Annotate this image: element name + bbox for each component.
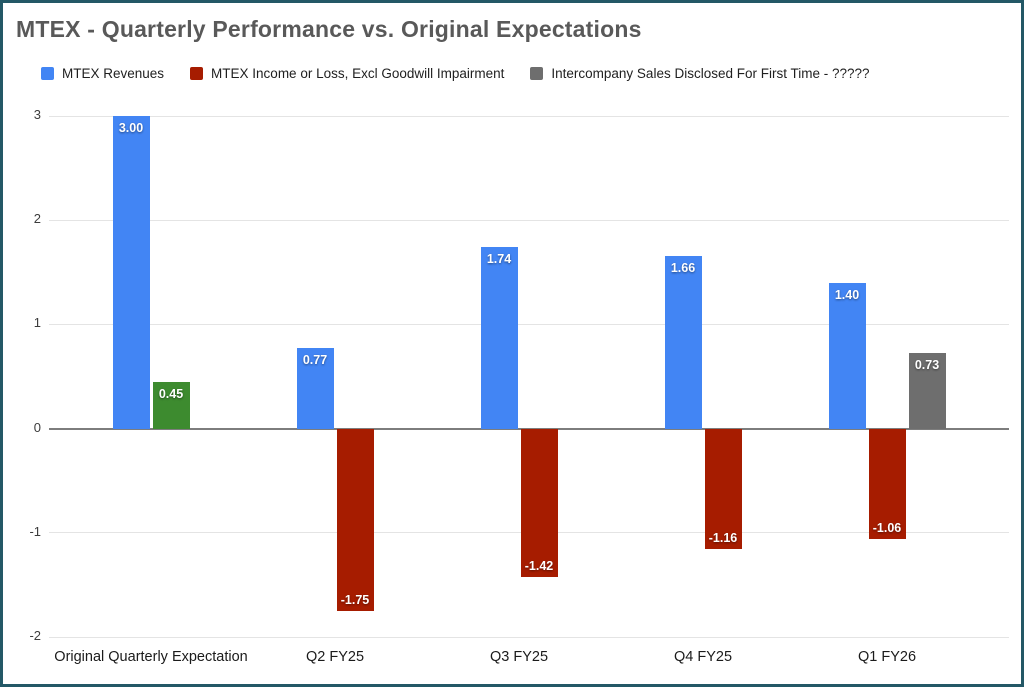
y-axis-tick-label: -1 (29, 523, 41, 539)
x-axis-category-label: Original Quarterly Expectation (54, 649, 248, 665)
plot-area: 3 2 1 0 -1 -2 3.00 0.45 Original Quarterly Expec… (3, 3, 1021, 684)
bar: -1.42 (520, 428, 558, 577)
bar-value-label: -1.75 (340, 592, 370, 607)
bar: 0.45 (152, 381, 190, 429)
y-axis-tick-label: 1 (33, 315, 41, 331)
bar: -1.75 (336, 428, 374, 611)
chart-title: MTEX - Quarterly Performance vs. Origina… (16, 16, 642, 42)
y-axis-tick-label: 3 (33, 107, 41, 122)
bar-value-label: 0.73 (914, 357, 940, 372)
legend-item: MTEX Income or Loss, Excl Goodwill Impai… (190, 66, 504, 81)
legend-item: MTEX Revenues (41, 66, 164, 81)
gridline (49, 115, 1009, 117)
bar: 1.74 (480, 247, 518, 429)
bar: 1.66 (664, 255, 702, 429)
legend-item-label: MTEX Income or Loss, Excl Goodwill Impai… (211, 66, 505, 81)
y-axis-tick-label: -2 (29, 628, 41, 643)
x-axis-category-label: Q3 FY25 (489, 649, 549, 665)
bar-value-label: -1.16 (708, 531, 738, 546)
legend-swatch-icon (41, 67, 54, 80)
y-axis-tick-label: 0 (33, 419, 41, 435)
bar: 3.00 (112, 116, 150, 429)
bar: -1.06 (868, 428, 906, 540)
x-axis-category-label: Q2 FY25 (305, 649, 365, 665)
bar-value-label: 0.45 (158, 386, 184, 401)
gridline (49, 636, 1009, 638)
bar-value-label: 3.00 (118, 121, 144, 135)
bar: 0.77 (296, 348, 334, 429)
bar-value-label: 0.77 (302, 353, 328, 368)
legend-item-label: Intercompany Sales Disclosed For First T… (551, 66, 870, 81)
bar: 0.73 (908, 352, 946, 429)
legend-item: Intercompany Sales Disclosed For First T… (530, 66, 870, 81)
bar-value-label: -1.06 (872, 521, 902, 536)
bar-value-label: 1.74 (486, 252, 512, 267)
gridline (49, 219, 1009, 221)
x-axis-category-label: Q1 FY26 (857, 649, 917, 665)
x-axis-category-label: Q4 FY25 (673, 649, 733, 665)
bar-value-label: 1.40 (834, 287, 860, 302)
bar-value-label: -1.42 (524, 558, 554, 573)
y-axis-tick-label: 2 (33, 211, 41, 227)
legend-item-label: MTEX Revenues (62, 66, 165, 81)
bar-value-label: 1.66 (670, 260, 696, 275)
legend-swatch-icon (530, 67, 544, 80)
gridline (49, 323, 1009, 325)
bar: 1.40 (828, 282, 866, 429)
chart-legend: MTEX Revenues MTEX Income or Loss, Excl G… (41, 66, 870, 81)
legend-swatch-icon (190, 67, 204, 80)
bar: -1.16 (704, 428, 742, 550)
